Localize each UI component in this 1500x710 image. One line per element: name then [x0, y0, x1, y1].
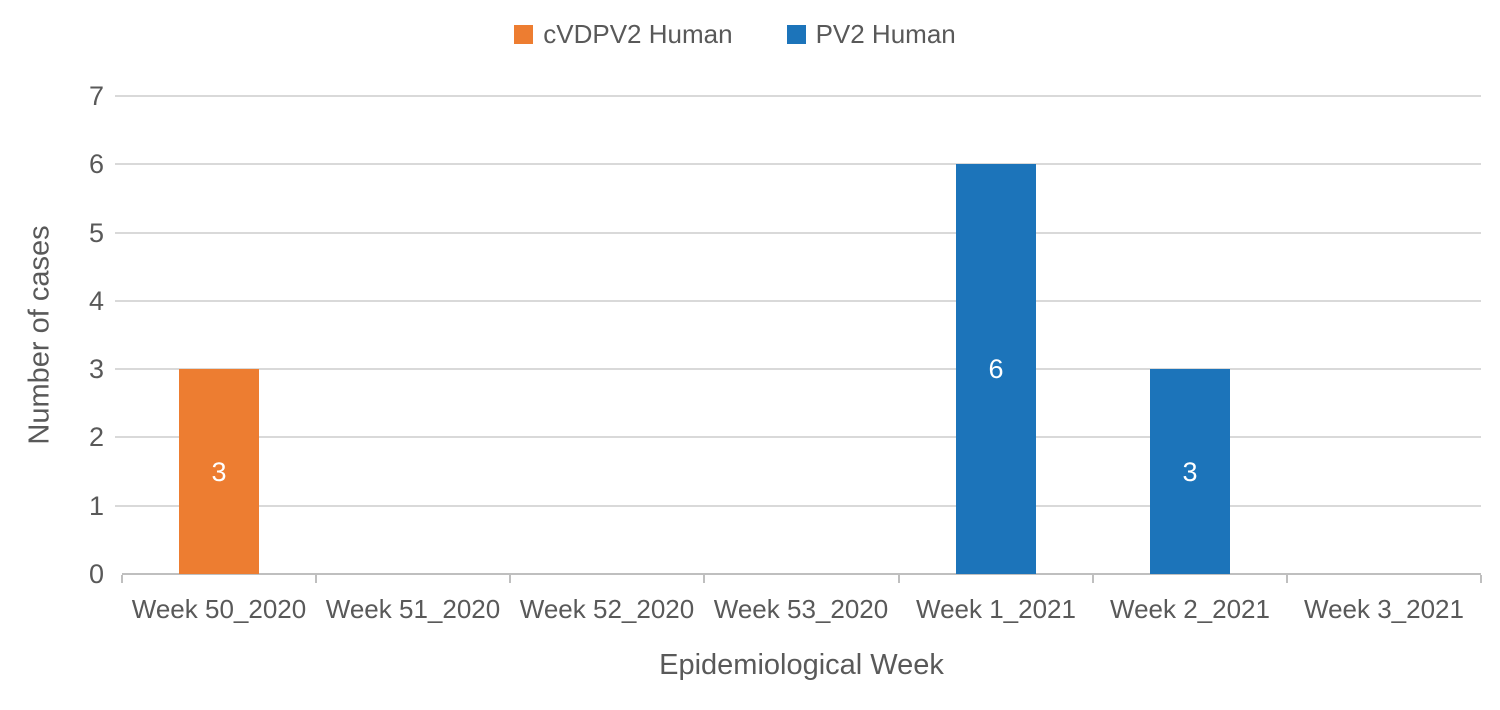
bar-week-2-2021[interactable]	[1150, 369, 1230, 574]
bar-week-1-2021[interactable]	[956, 164, 1036, 574]
grid-line	[115, 504, 1481, 507]
x-axis-tick	[121, 575, 123, 583]
plot-area: 3 6 3	[115, 95, 1481, 575]
x-axis-tick	[1480, 575, 1482, 583]
legend-item[interactable]: PV2 Human	[786, 18, 956, 50]
x-axis-tick	[509, 575, 511, 583]
x-axis-tick	[315, 575, 317, 583]
legend-label: PV2 Human	[815, 18, 956, 49]
y-tick-label: 4	[88, 285, 104, 316]
y-tick-label: 7	[88, 81, 104, 111]
x-axis-line	[122, 573, 1481, 575]
grid-line	[115, 368, 1481, 371]
y-tick-label: 0	[88, 559, 104, 589]
x-tick-label: Week 3_2021	[1304, 594, 1464, 624]
grid-line	[115, 436, 1481, 439]
bar-week-50-2020[interactable]	[179, 369, 259, 574]
y-tick-label: 5	[88, 217, 104, 248]
bar-value-label: 3	[1182, 456, 1198, 487]
x-tick-label: Week 2_2021	[1110, 594, 1270, 624]
x-axis-tick	[1286, 575, 1288, 583]
y-tick-label: 2	[88, 422, 104, 453]
legend-swatch-icon	[786, 24, 806, 44]
x-tick-label: Week 50_2020	[131, 594, 307, 624]
legend-item[interactable]: cVDPV2 Human	[514, 18, 733, 50]
y-tick-label: 6	[88, 149, 104, 180]
x-tick-label: Week 53_2020	[713, 594, 889, 624]
grid-line	[115, 163, 1481, 166]
x-axis-title: Epidemiological Week	[659, 649, 944, 681]
y-axis-title: Number of cases	[23, 225, 56, 445]
chart-legend: cVDPV2 Human PV2 Human	[0, 14, 1500, 54]
grid-line	[115, 231, 1481, 234]
bar-value-label: 6	[988, 354, 1004, 385]
x-axis-tick	[1092, 575, 1094, 583]
bar-value-label: 3	[211, 456, 227, 487]
x-axis-tick	[898, 575, 900, 583]
x-tick-label: Week 1_2021	[916, 594, 1076, 624]
legend-swatch-icon	[514, 24, 534, 44]
y-tick-label: 3	[88, 354, 104, 385]
grid-line	[115, 299, 1481, 302]
x-tick-label: Week 52_2020	[519, 594, 695, 624]
x-tick-label: Week 51_2020	[325, 594, 501, 624]
y-tick-label: 1	[88, 490, 104, 521]
grid-line	[115, 95, 1481, 97]
x-axis-tick	[703, 575, 705, 583]
legend-label: cVDPV2 Human	[543, 18, 733, 49]
